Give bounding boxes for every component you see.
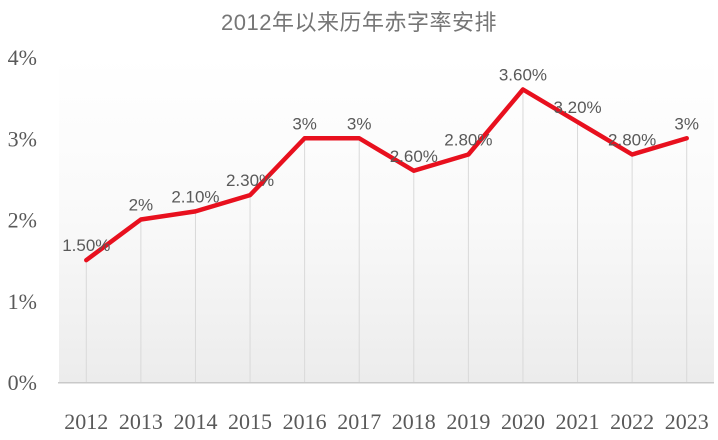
x-axis-tick-label: 2018: [392, 409, 436, 434]
x-axis-tick-label: 2016: [283, 409, 327, 434]
y-axis-tick-label: 3%: [8, 126, 37, 151]
x-axis-tick-label: 2017: [337, 409, 381, 434]
x-axis-tick-label: 2014: [173, 409, 217, 434]
data-label: 3.20%: [553, 98, 601, 117]
y-axis-tick-label: 4%: [8, 45, 37, 70]
x-axis-tick-label: 2021: [556, 409, 600, 434]
x-axis-tick-label: 2015: [228, 409, 272, 434]
x-axis-tick-label: 2013: [119, 409, 163, 434]
data-label: 3%: [292, 114, 317, 133]
data-label: 2.10%: [171, 187, 219, 206]
data-label: 2.80%: [608, 131, 656, 150]
plot-background: [59, 57, 714, 382]
data-label: 3%: [674, 114, 699, 133]
x-axis-tick-label: 2022: [610, 409, 654, 434]
y-axis-tick-label: 0%: [8, 370, 37, 395]
data-label: 2.30%: [226, 171, 274, 190]
data-label: 1.50%: [62, 236, 110, 255]
x-axis-tick-label: 2023: [665, 409, 709, 434]
x-axis-tick-label: 2012: [64, 409, 108, 434]
deficit-rate-line: [84, 87, 689, 263]
data-label: 3%: [347, 114, 372, 133]
data-label: 2.60%: [390, 147, 438, 166]
data-label: 3.60%: [499, 66, 547, 85]
chart-title: 2012年以来历年赤字率安排: [221, 10, 497, 35]
y-axis-tick-label: 1%: [8, 289, 37, 314]
y-axis-tick-label: 2%: [8, 208, 37, 233]
data-label: 2%: [129, 196, 154, 215]
data-label: 2.80%: [444, 131, 492, 150]
x-axis-tick-label: 2020: [501, 409, 545, 434]
x-axis-tick-label: 2019: [446, 409, 490, 434]
